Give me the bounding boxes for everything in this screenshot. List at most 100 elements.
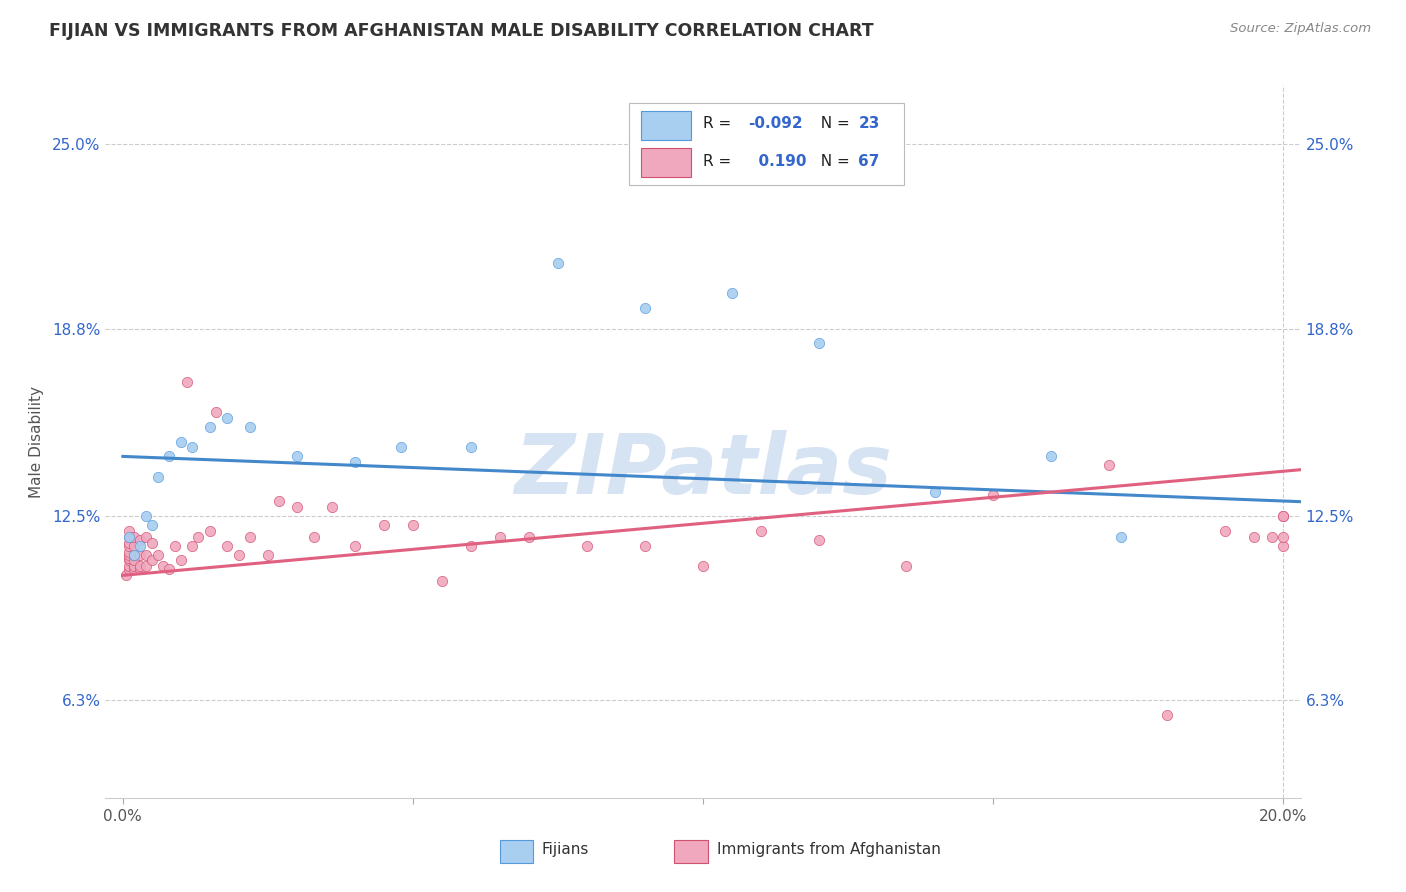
Text: Immigrants from Afghanistan: Immigrants from Afghanistan bbox=[717, 842, 941, 857]
Point bbox=[285, 450, 308, 464]
Point bbox=[198, 419, 221, 434]
Point bbox=[575, 539, 598, 553]
Point bbox=[749, 524, 772, 538]
Point bbox=[321, 500, 343, 514]
Point bbox=[165, 539, 187, 553]
Point bbox=[204, 405, 226, 419]
Point bbox=[981, 488, 1004, 502]
FancyBboxPatch shape bbox=[628, 103, 904, 185]
FancyBboxPatch shape bbox=[501, 839, 533, 863]
Point bbox=[124, 553, 146, 567]
Point bbox=[129, 559, 152, 574]
Point bbox=[460, 441, 482, 455]
Text: N =: N = bbox=[810, 117, 855, 131]
Point bbox=[170, 434, 193, 449]
Point bbox=[118, 530, 141, 544]
Point bbox=[124, 548, 146, 562]
Point bbox=[198, 524, 221, 538]
Point bbox=[1272, 530, 1295, 544]
Point bbox=[114, 568, 136, 582]
Point bbox=[146, 548, 169, 562]
Text: -0.092: -0.092 bbox=[748, 117, 803, 131]
Point bbox=[135, 508, 157, 523]
Point bbox=[1260, 530, 1282, 544]
FancyBboxPatch shape bbox=[641, 148, 692, 177]
Text: Fijians: Fijians bbox=[541, 842, 589, 857]
Point bbox=[547, 256, 569, 270]
Point bbox=[118, 539, 141, 553]
Point bbox=[373, 517, 395, 532]
Point bbox=[285, 500, 308, 514]
Text: N =: N = bbox=[810, 153, 855, 169]
Text: R =: R = bbox=[703, 153, 737, 169]
Point bbox=[157, 562, 180, 576]
Point bbox=[343, 455, 366, 469]
Point bbox=[135, 559, 157, 574]
Point bbox=[1243, 530, 1265, 544]
Point bbox=[118, 562, 141, 576]
Point bbox=[430, 574, 453, 589]
Text: R =: R = bbox=[703, 117, 737, 131]
Point bbox=[239, 530, 262, 544]
Point bbox=[924, 485, 946, 500]
Point bbox=[894, 559, 917, 574]
Text: 67: 67 bbox=[858, 153, 880, 169]
Y-axis label: Male Disability: Male Disability bbox=[30, 385, 44, 498]
Point bbox=[1109, 530, 1132, 544]
Point bbox=[118, 544, 141, 558]
Point bbox=[170, 553, 193, 567]
Point bbox=[129, 539, 152, 553]
Point bbox=[634, 539, 657, 553]
Text: ZIPatlas: ZIPatlas bbox=[515, 430, 891, 510]
Point bbox=[517, 530, 540, 544]
Point bbox=[176, 375, 198, 389]
Point bbox=[118, 553, 141, 567]
Point bbox=[692, 559, 714, 574]
Point bbox=[634, 301, 657, 315]
Point bbox=[118, 548, 141, 562]
Point bbox=[157, 450, 180, 464]
Point bbox=[1272, 508, 1295, 523]
Point bbox=[124, 530, 146, 544]
Point bbox=[118, 535, 141, 549]
Point bbox=[141, 517, 163, 532]
Point bbox=[124, 548, 146, 562]
Point bbox=[1098, 458, 1121, 473]
Point bbox=[269, 494, 291, 508]
Point bbox=[389, 441, 412, 455]
Point bbox=[1213, 524, 1236, 538]
Point bbox=[304, 530, 326, 544]
Point bbox=[228, 548, 250, 562]
Point bbox=[118, 559, 141, 574]
Point bbox=[460, 539, 482, 553]
FancyBboxPatch shape bbox=[641, 112, 692, 140]
Point bbox=[181, 539, 204, 553]
Point bbox=[1156, 708, 1178, 723]
Point bbox=[1040, 450, 1063, 464]
Point bbox=[129, 533, 152, 547]
Point bbox=[187, 530, 209, 544]
Point bbox=[118, 524, 141, 538]
Point bbox=[141, 553, 163, 567]
Text: FIJIAN VS IMMIGRANTS FROM AFGHANISTAN MALE DISABILITY CORRELATION CHART: FIJIAN VS IMMIGRANTS FROM AFGHANISTAN MA… bbox=[49, 22, 875, 40]
Point bbox=[129, 562, 152, 576]
Text: 0.190: 0.190 bbox=[748, 153, 807, 169]
Text: Source: ZipAtlas.com: Source: ZipAtlas.com bbox=[1230, 22, 1371, 36]
Point bbox=[118, 530, 141, 544]
Point bbox=[129, 548, 152, 562]
Point bbox=[152, 559, 174, 574]
Point bbox=[808, 533, 831, 547]
Point bbox=[124, 562, 146, 576]
Point bbox=[135, 530, 157, 544]
Point bbox=[1272, 508, 1295, 523]
Point bbox=[135, 548, 157, 562]
Point bbox=[217, 539, 239, 553]
Point bbox=[721, 285, 744, 300]
Point bbox=[489, 530, 512, 544]
Point bbox=[239, 419, 262, 434]
Point bbox=[1272, 539, 1295, 553]
Point bbox=[146, 470, 169, 484]
Point bbox=[257, 548, 280, 562]
Point bbox=[402, 517, 425, 532]
Point bbox=[343, 539, 366, 553]
